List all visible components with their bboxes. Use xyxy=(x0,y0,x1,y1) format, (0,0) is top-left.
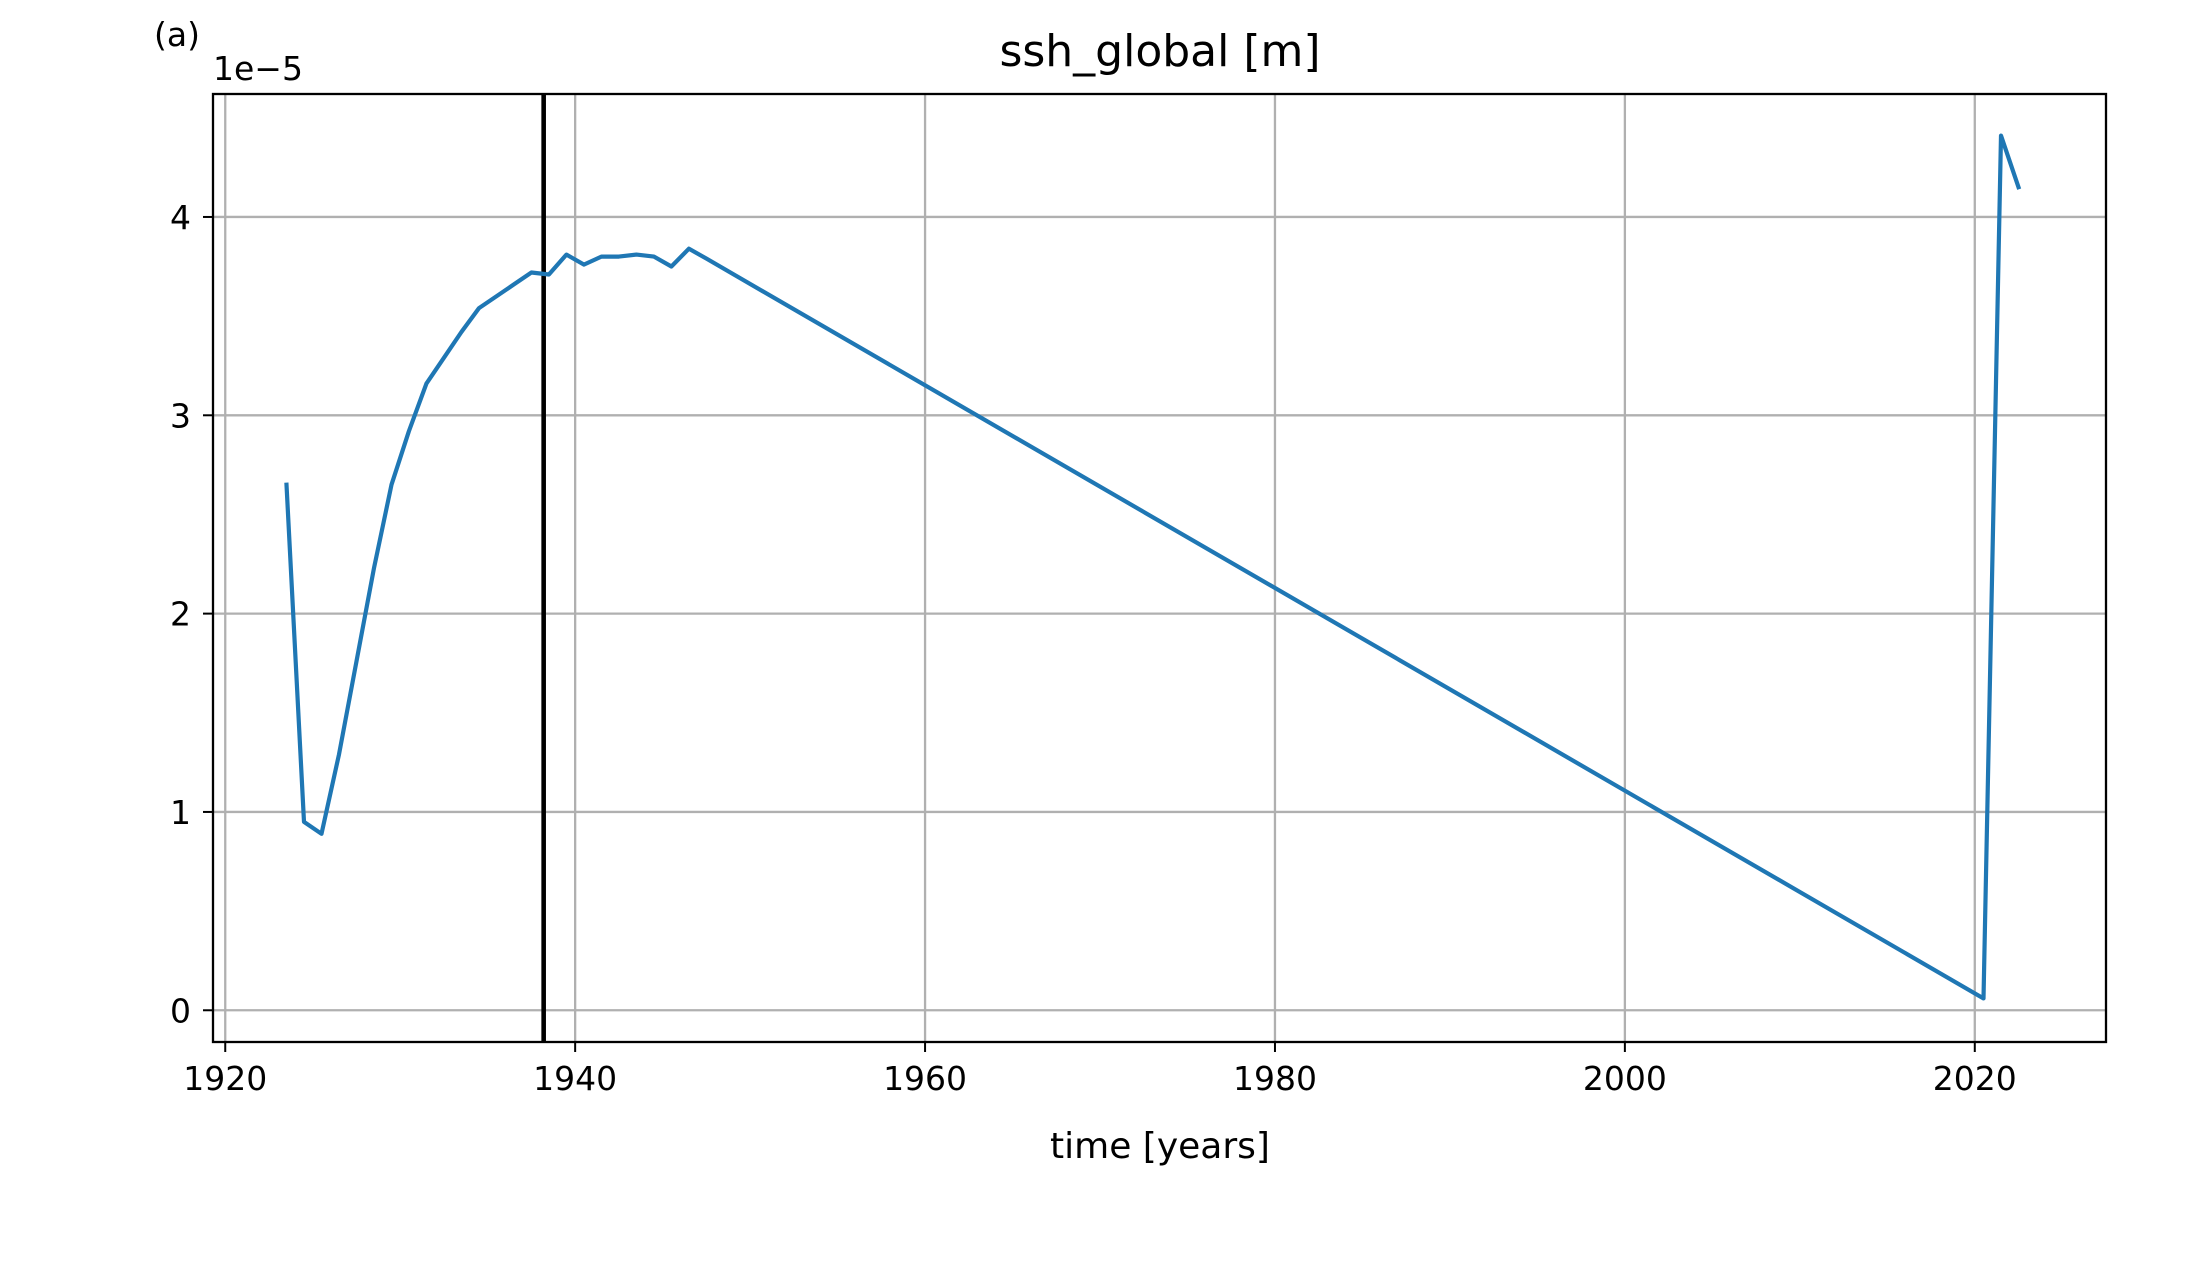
series-line xyxy=(284,133,2022,1001)
series-layer xyxy=(284,133,2022,1001)
y-tick-label: 0 xyxy=(170,991,191,1030)
panel-label: (a) xyxy=(154,15,200,54)
x-tick-label: 2020 xyxy=(1933,1059,2017,1098)
y-tick-label: 3 xyxy=(170,396,191,435)
y-tick-label: 4 xyxy=(170,198,191,237)
y-tick-label: 1 xyxy=(170,793,191,832)
y-offset-label: 1e−5 xyxy=(213,49,303,88)
y-tick-label: 2 xyxy=(170,595,191,634)
x-axis: 1920 1940 1960 1980 2000 2020 xyxy=(183,1042,2017,1098)
x-tick-label: 1940 xyxy=(533,1059,617,1098)
x-axis-label: time [years] xyxy=(1050,1126,1270,1167)
y-axis: 0 1 2 3 4 xyxy=(170,198,213,1030)
x-tick-label: 1960 xyxy=(883,1059,967,1098)
grid-lines xyxy=(213,94,2106,1042)
x-tick-label: 1980 xyxy=(1233,1059,1317,1098)
plot-frame xyxy=(211,92,2108,1044)
x-tick-label: 2000 xyxy=(1583,1059,1667,1098)
chart-title: ssh_global [m] xyxy=(999,26,1320,77)
x-tick-label: 1920 xyxy=(183,1059,267,1098)
